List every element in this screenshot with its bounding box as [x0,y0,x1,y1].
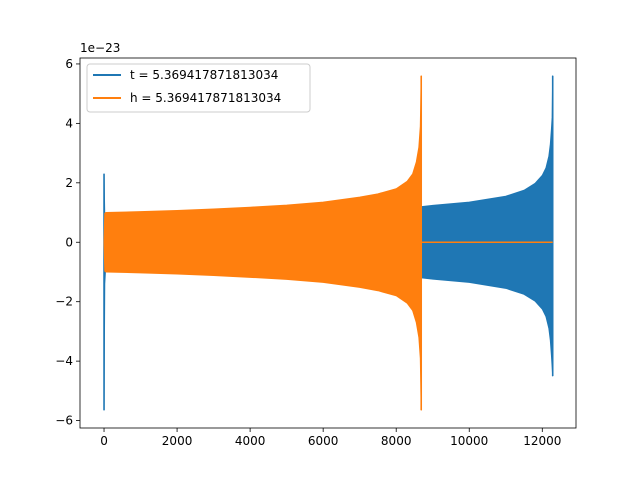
x-tick-label: 4000 [235,434,266,448]
legend: t = 5.369417871813034 h = 5.369417871813… [86,63,311,113]
x-tick-label: 2000 [162,434,193,448]
y-axis: −6 −4 −2 0 2 4 6 [55,57,80,428]
plot-frame [79,57,577,429]
x-tick-label: 10000 [450,434,488,448]
x-tick-label: 8000 [381,434,412,448]
y-tick-label: −4 [55,354,73,368]
y-tick-label: −6 [55,414,73,428]
y-tick-label: 2 [65,176,73,190]
series-layer [103,75,554,411]
x-tick-label: 6000 [308,434,339,448]
y-tick-label: −2 [55,295,73,309]
x-tick-label: 12000 [523,434,561,448]
x-tick-label: 0 [100,434,108,448]
legend-box [86,63,311,113]
legend-label-h: h = 5.369417871813034 [130,91,281,105]
series-1 [103,75,553,411]
legend-label-t: t = 5.369417871813034 [130,68,278,82]
y-offset-label: 1e−23 [80,41,120,55]
x-axis: 0 2000 4000 6000 8000 10000 12000 [100,428,561,448]
y-tick-label: 0 [65,235,73,249]
y-tick-label: 6 [65,57,73,71]
y-tick-label: 4 [65,116,73,130]
